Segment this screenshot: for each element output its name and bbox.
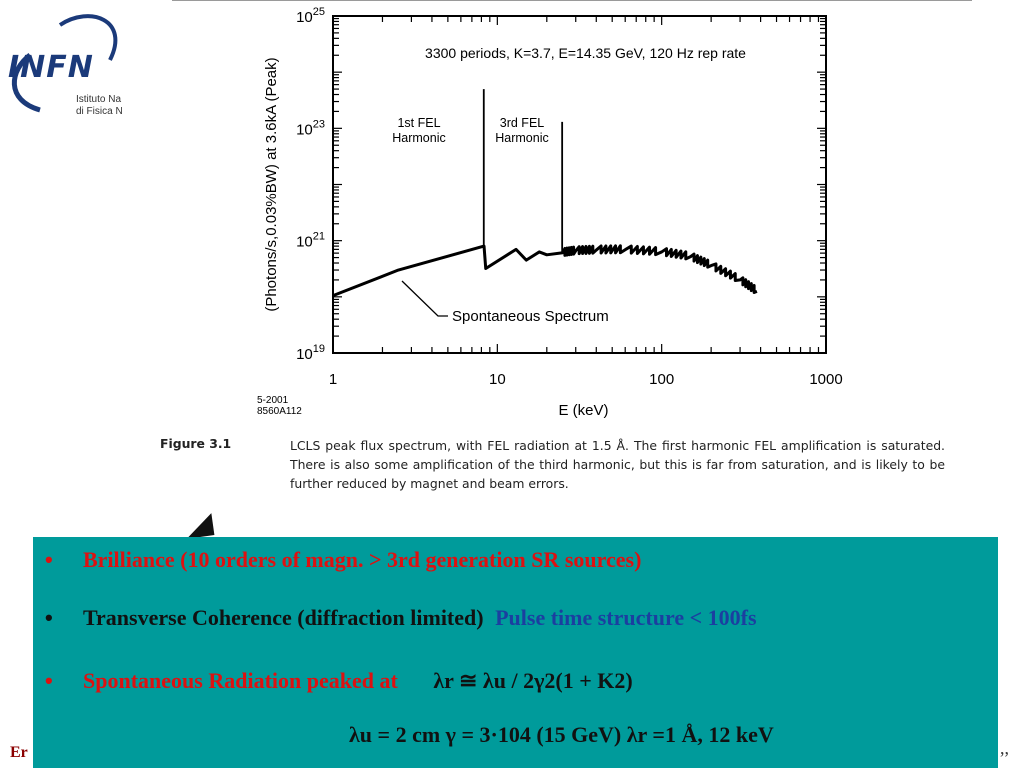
- bullet-text: Spontaneous Radiation peaked at: [83, 668, 398, 693]
- y-tick-label: 1025: [296, 6, 325, 26]
- bullet-dot-icon: •: [45, 668, 53, 693]
- y-axis-label: (Photons/s,0.03%BW) at 3.6kA (Peak): [263, 57, 280, 311]
- flux-spectrum-chart: 1 10 100 1000 1019 1021 1023 1025 E (keV) (Photon…: [257, 6, 843, 419]
- logo-subtitle: Istituto Na di Fisica N: [76, 94, 123, 118]
- bullet-coherence: • Transverse Coherence (diffraction limi…: [45, 605, 757, 631]
- spontaneous-pointer: [401, 280, 448, 317]
- resonance-formula: λr ≅ λu / 2γ2(1 + K2): [433, 668, 633, 693]
- bullet-dot-icon: •: [45, 605, 53, 630]
- bullet-brilliance: • Brilliance (10 orders of magn. > 3rd g…: [45, 547, 641, 573]
- y-tick-label: 1023: [296, 118, 325, 138]
- x-axis-label: E (keV): [558, 402, 608, 419]
- spectrum-line: [332, 244, 758, 298]
- parameters-line: λu = 2 cm γ = 3·104 (15 GeV) λr =1 Å, 12…: [349, 722, 774, 747]
- figure-code: 8560A112: [257, 406, 302, 417]
- chart-title: 3300 periods, K=3.7, E=14.35 GeV, 120 Hz…: [425, 45, 746, 61]
- logo-swoosh-icon: [11, 14, 118, 113]
- logo-text: INFN: [8, 50, 94, 85]
- x-tick-label: 10: [489, 371, 506, 388]
- x-tick-label: 1: [329, 371, 337, 388]
- logo-sub-line: Istituto Na: [76, 94, 122, 105]
- harmonic-1-label: 1st FEL: [397, 116, 440, 130]
- x-tick-label: 100: [649, 371, 674, 388]
- bullet-spontaneous: • Spontaneous Radiation peaked at λr ≅ λ…: [45, 668, 633, 694]
- bullet-text: Brilliance (10 orders of magn. > 3rd gen…: [83, 547, 642, 572]
- plot-frame: [332, 15, 827, 354]
- spontaneous-label: Spontaneous Spectrum: [452, 308, 609, 325]
- y-tick-label: 1019: [296, 343, 325, 363]
- figure-number: Figure 3.1: [160, 436, 232, 451]
- top-rule: [172, 0, 972, 1]
- figure-code: 5-2001: [257, 395, 289, 406]
- caption-text: LCLS peak flux spectrum, with FEL radiat…: [290, 438, 945, 491]
- bullet-text-blue: Pulse time structure < 100fs: [495, 605, 757, 630]
- bullet-panel: • Brilliance (10 orders of magn. > 3rd g…: [33, 537, 998, 768]
- footer-left: Er: [10, 744, 28, 761]
- bullet-text: Transverse Coherence (diffraction limite…: [83, 605, 484, 630]
- harmonic-3-label: 3rd FEL: [500, 116, 545, 130]
- y-tick-label: 1021: [296, 231, 325, 251]
- footer-right: ,,: [1000, 738, 1009, 758]
- harmonic-1-label: Harmonic: [392, 131, 446, 145]
- logo-sub-line: di Fisica N: [76, 106, 123, 117]
- x-tick-label: 1000: [809, 371, 842, 388]
- bullet-dot-icon: •: [45, 547, 53, 572]
- harmonic-3-label: Harmonic: [495, 131, 549, 145]
- decorative-shape: [183, 513, 215, 539]
- infn-logo: INFN Istituto Na di Fisica N: [0, 10, 150, 120]
